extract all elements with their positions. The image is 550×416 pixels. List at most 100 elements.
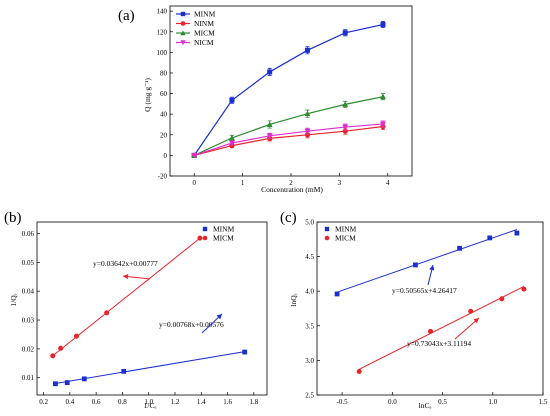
panel-b-label: (b) (4, 210, 22, 226)
plot-frame (316, 221, 544, 396)
data-point (267, 69, 273, 75)
data-point (73, 333, 79, 339)
data-point (334, 291, 340, 297)
y-tick-label: 100 (157, 49, 168, 57)
y-tick-label: 120 (157, 28, 168, 36)
x-tick-label: 1.4 (197, 398, 206, 406)
y-tick-label: 0.02 (22, 345, 35, 353)
legend-marker (180, 40, 186, 46)
data-point (50, 353, 56, 359)
legend-marker (180, 21, 186, 26)
y-tick-label: 60 (160, 90, 168, 98)
data-point (427, 328, 434, 334)
y-tick-label: 0 (164, 152, 168, 160)
series-micm (191, 93, 386, 158)
legend-label: MICM (335, 234, 356, 243)
panel-a-y-axis-title: Q (mg g⁻¹) (143, 78, 152, 112)
y-tick-label: -20 (158, 173, 168, 181)
x-tick-label: 1.5 (539, 398, 548, 406)
x-tick-label: 0.8 (118, 398, 127, 406)
annotation-arrowhead (473, 318, 479, 324)
x-tick-label: 1.8 (249, 398, 258, 406)
y-tick-label: 20 (160, 131, 168, 139)
data-point (266, 133, 273, 139)
x-tick-label: 1 (241, 179, 245, 187)
data-point (197, 235, 203, 241)
data-point (380, 22, 386, 28)
fit-equation-label: y=0.50565x+4.26417 (392, 286, 457, 295)
series-line (193, 23, 384, 156)
series-minm (53, 349, 248, 387)
data-point (499, 296, 505, 302)
series-micm (50, 235, 203, 359)
data-point (356, 368, 362, 374)
panel-c-x-axis-title: lnCₑ (419, 401, 432, 410)
x-tick-label: 2 (289, 179, 293, 187)
x-tick-label: 0.2 (39, 398, 48, 406)
x-tick-label: 0.4 (65, 398, 74, 406)
x-tick-label: 0 (192, 179, 196, 187)
annotation-arrowhead (216, 314, 222, 320)
data-point (64, 380, 70, 386)
y-tick-label: 5.0 (305, 219, 314, 227)
y-tick-label: 0.04 (22, 288, 35, 296)
data-point (104, 310, 110, 316)
data-point (58, 345, 64, 351)
data-point (342, 124, 349, 131)
series-line (194, 123, 384, 156)
data-point (304, 132, 311, 138)
data-point (191, 152, 198, 159)
data-point (457, 245, 463, 251)
x-tick-label: 4 (386, 179, 390, 187)
fit-line (358, 285, 525, 370)
data-point (81, 376, 87, 382)
legend-marker (324, 235, 330, 241)
annotation-arrowhead (123, 273, 129, 280)
series-line (193, 96, 384, 156)
data-point (228, 134, 235, 141)
data-point (468, 308, 474, 314)
fit-line (336, 229, 518, 293)
data-point (521, 286, 527, 292)
data-point (379, 93, 386, 100)
annotation-arrowhead (429, 265, 435, 271)
fit-equation-label: y=0.00768x+0.00576 (159, 320, 224, 329)
x-tick-label: 1.0 (488, 398, 497, 406)
fit-equation-label: y=0.03642x+0.00777 (93, 259, 158, 268)
panel-b-x-axis-title: 1/Cₑ (144, 401, 157, 410)
y-tick-label: 3.0 (305, 357, 314, 365)
legend-label: MINM (194, 10, 216, 19)
series-line (194, 125, 384, 156)
data-point (413, 262, 418, 268)
data-point (342, 30, 348, 36)
y-tick-label: 4.0 (305, 288, 314, 296)
legend-label: NINM (194, 19, 214, 28)
y-tick-label: 0.06 (22, 230, 35, 238)
data-point (228, 140, 235, 147)
legend-label: NICM (194, 38, 214, 47)
series-minm (334, 229, 520, 297)
annotation-arrow (454, 317, 480, 340)
series-micm (356, 285, 527, 374)
data-point (342, 101, 349, 107)
y-tick-label: 2.5 (305, 392, 314, 400)
data-point (304, 110, 311, 117)
x-tick-label: -0.5 (337, 398, 349, 406)
legend-marker (202, 235, 208, 241)
y-tick-label: 40 (160, 111, 168, 119)
legend-label: MINM (213, 225, 235, 234)
y-tick-label: 0.03 (22, 317, 35, 325)
data-point (266, 121, 273, 127)
panel-c-label: (c) (280, 210, 297, 226)
y-tick-label: 4.5 (305, 253, 314, 261)
legend-marker (324, 226, 330, 232)
y-tick-label: 0.05 (22, 259, 35, 267)
plot-frame (36, 221, 268, 396)
data-point (379, 121, 386, 127)
panel-a-concentration-chart: (a) Concentration (mM) Q (mg g⁻¹) MINMNI… (118, 5, 413, 194)
data-point (304, 47, 310, 53)
